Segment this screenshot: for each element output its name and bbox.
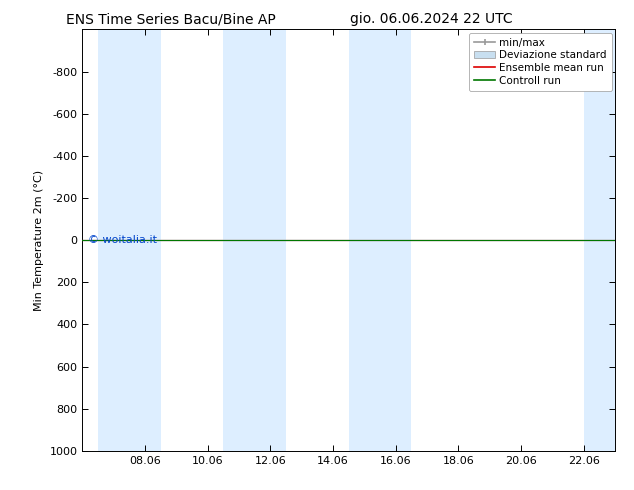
Text: © woitalia.it: © woitalia.it [87, 235, 157, 245]
Bar [223, 29, 286, 451]
Bar [98, 29, 161, 451]
Text: gio. 06.06.2024 22 UTC: gio. 06.06.2024 22 UTC [350, 12, 512, 26]
Bar [349, 29, 411, 451]
Bar [584, 29, 615, 451]
Y-axis label: Min Temperature 2m (°C): Min Temperature 2m (°C) [34, 170, 44, 311]
Text: ENS Time Series Bacu/Bine AP: ENS Time Series Bacu/Bine AP [67, 12, 276, 26]
Legend: min/max, Deviazione standard, Ensemble mean run, Controll run: min/max, Deviazione standard, Ensemble m… [469, 32, 612, 91]
